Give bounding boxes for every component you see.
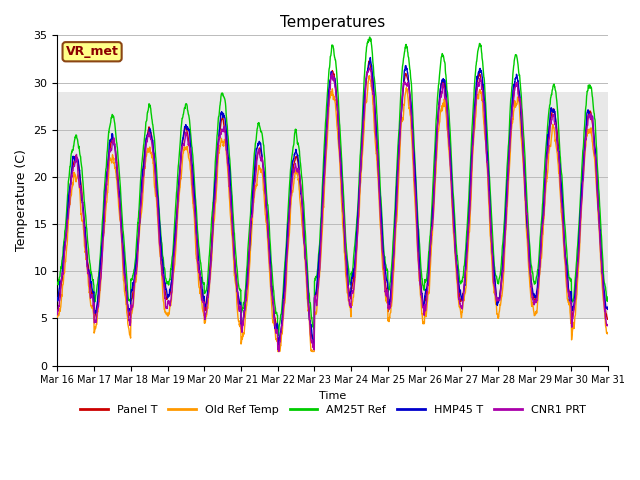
X-axis label: Time: Time — [319, 391, 346, 401]
Bar — [58, 92, 608, 318]
Text: VR_met: VR_met — [66, 45, 118, 58]
Y-axis label: Temperature (C): Temperature (C) — [15, 150, 28, 252]
Legend: Panel T, Old Ref Temp, AM25T Ref, HMP45 T, CNR1 PRT: Panel T, Old Ref Temp, AM25T Ref, HMP45 … — [76, 401, 590, 420]
Title: Temperatures: Temperatures — [280, 15, 385, 30]
